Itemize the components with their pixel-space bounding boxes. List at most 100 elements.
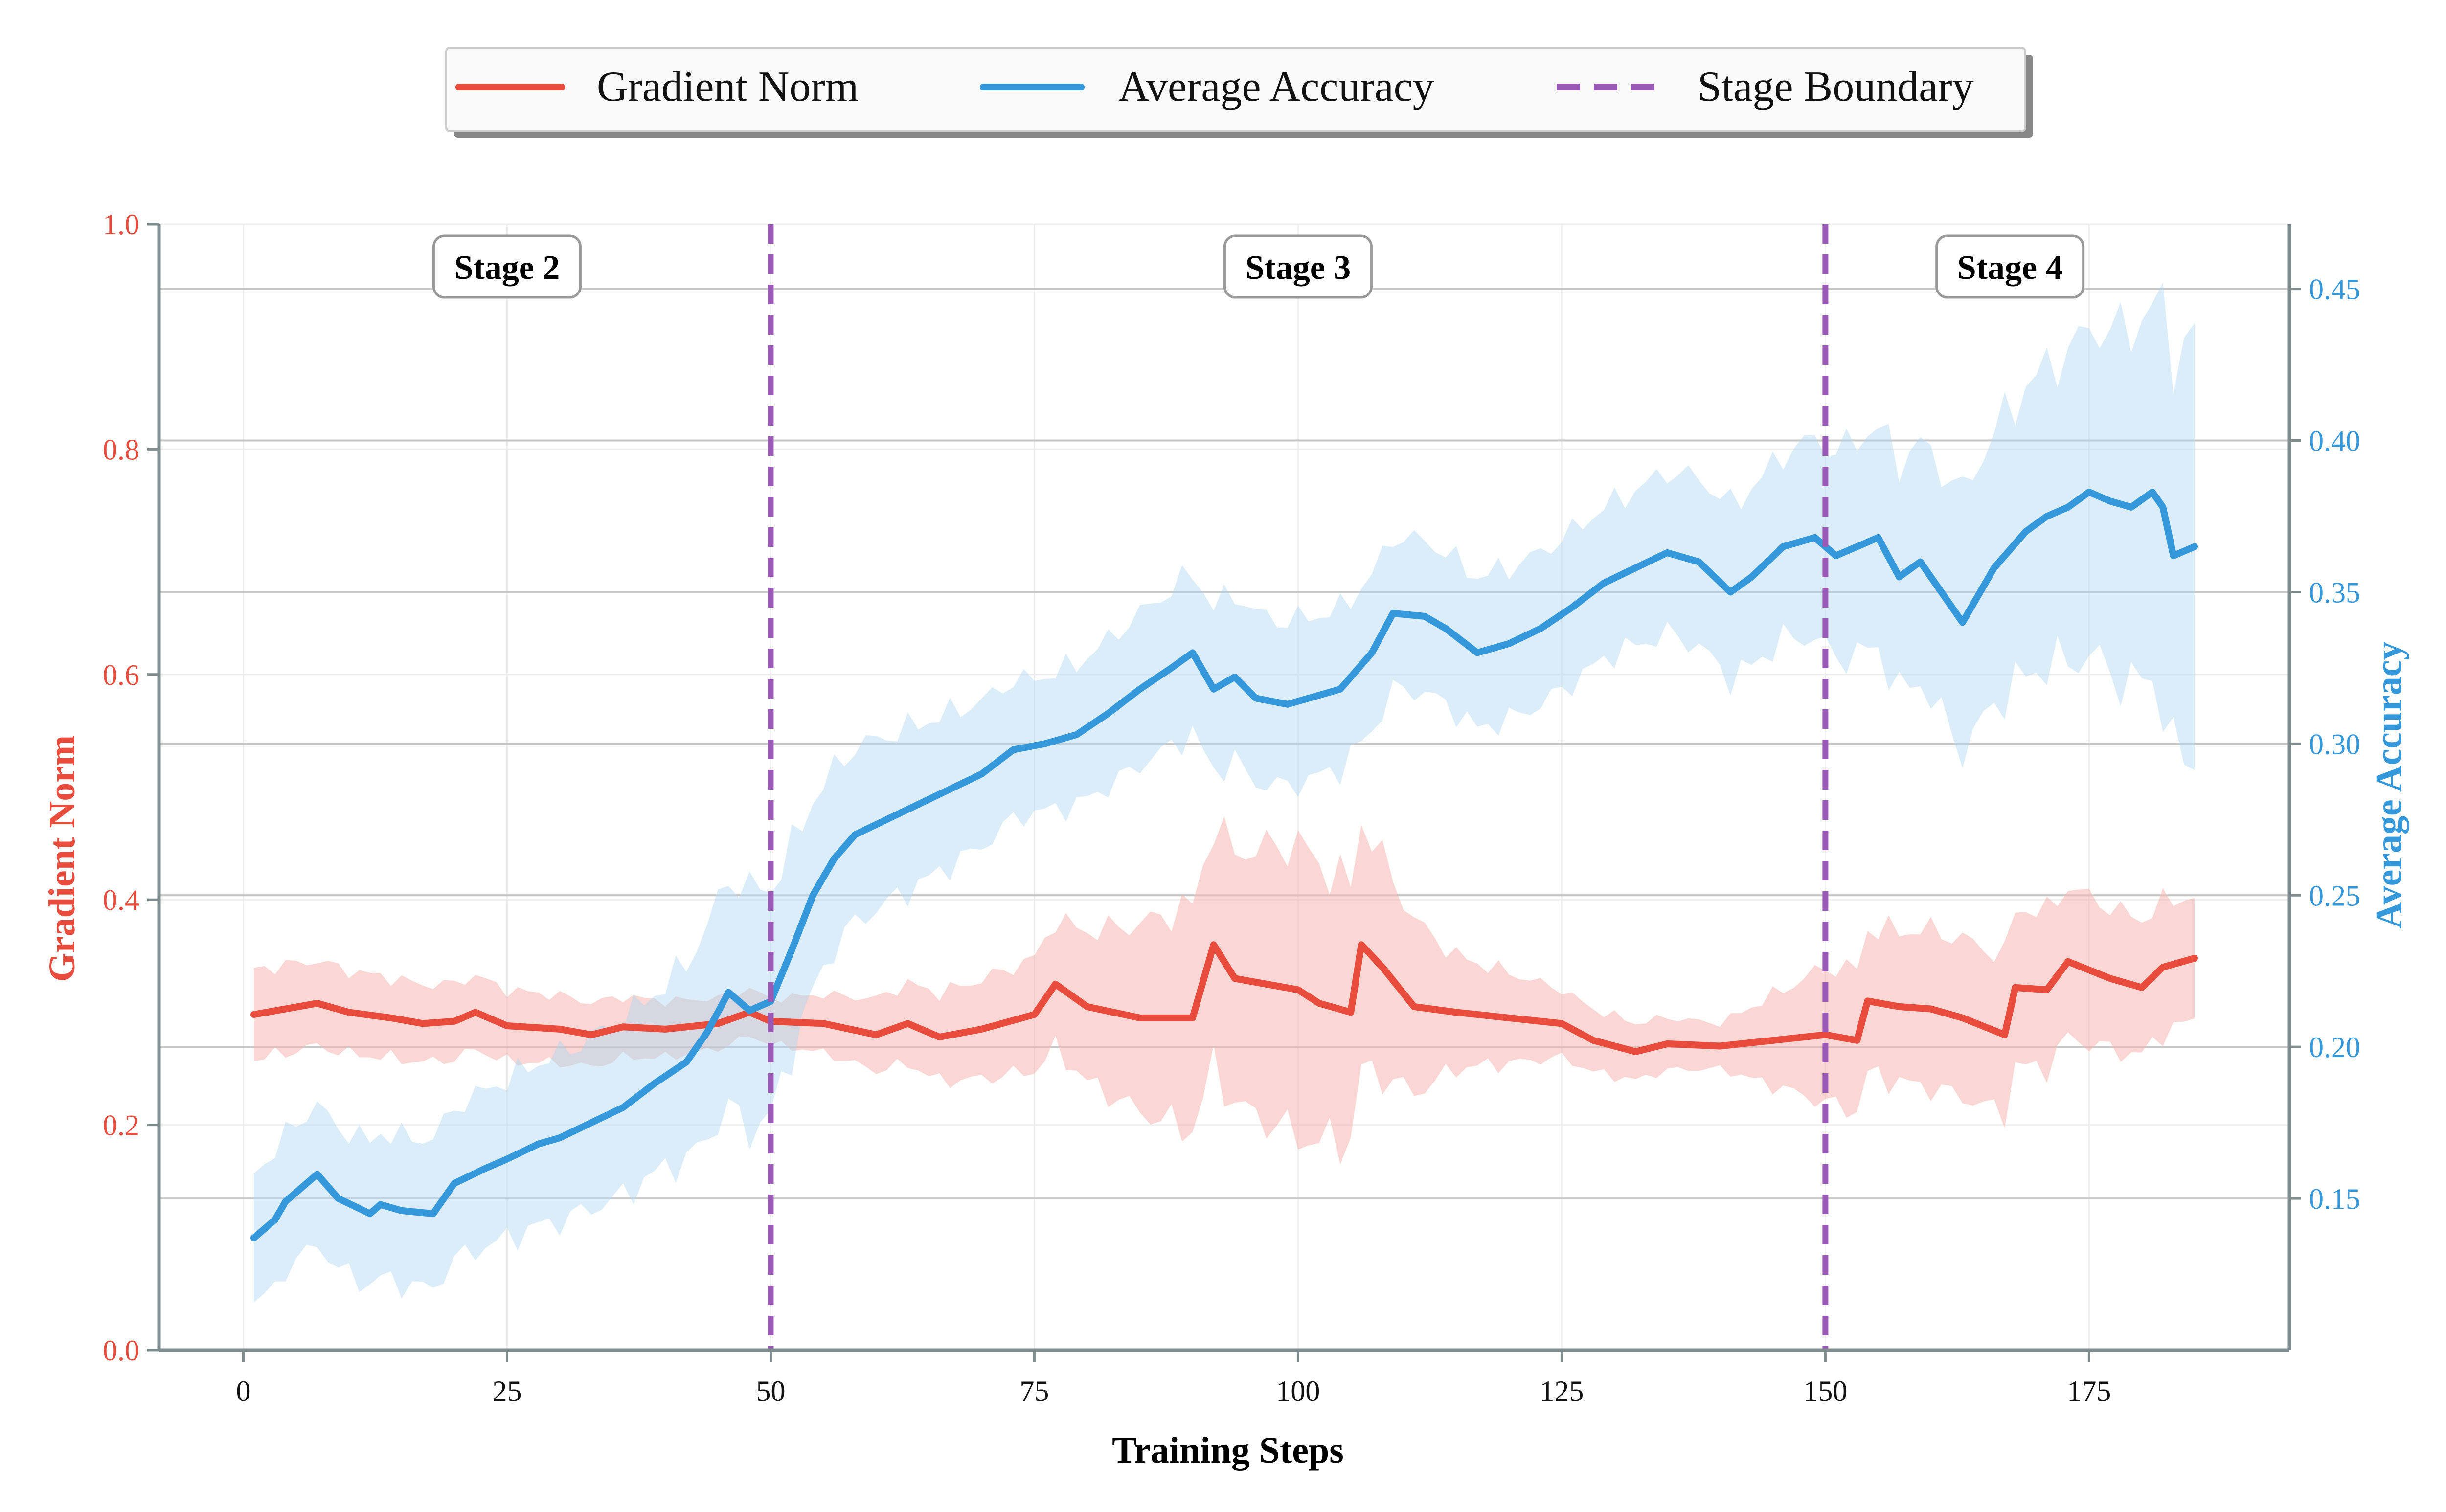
- data-point: [2130, 506, 2132, 508]
- data-point: [338, 1197, 340, 1199]
- data-point: [1561, 1022, 1563, 1024]
- data-point: [1898, 1006, 1900, 1008]
- data-point: [1824, 1034, 1826, 1036]
- data-point: [506, 1158, 508, 1160]
- data-point: [306, 1182, 308, 1184]
- data-point: [1919, 561, 1921, 563]
- legend-frame: [445, 47, 2026, 132]
- data-point: [2109, 977, 2111, 979]
- y-left-tick-label: 0.6: [103, 659, 139, 691]
- data-point: [2109, 500, 2111, 502]
- data-point: [2067, 961, 2069, 963]
- data-point: [285, 1008, 287, 1010]
- data-point: [822, 1022, 824, 1024]
- data-point: [1993, 567, 1995, 569]
- data-point: [253, 1237, 255, 1239]
- data-point: [748, 1010, 750, 1012]
- data-point: [506, 1025, 508, 1027]
- data-point: [1424, 615, 1426, 617]
- data-point: [1139, 688, 1141, 690]
- data-point: [907, 1022, 909, 1024]
- data-point: [917, 803, 919, 805]
- data-point: [453, 1182, 455, 1184]
- data-point: [1234, 676, 1236, 678]
- data-point: [2152, 491, 2153, 493]
- data-point: [2067, 506, 2069, 508]
- data-point: [559, 1137, 561, 1139]
- data-point: [875, 1034, 877, 1036]
- data-point: [1455, 1011, 1457, 1013]
- series-line-average-accuracy: [250, 488, 2198, 1241]
- data-point: [253, 1014, 255, 1016]
- data-point: [1044, 743, 1046, 745]
- data-point: [727, 992, 729, 993]
- data-point: [1962, 1017, 1964, 1019]
- data-point: [1213, 688, 1215, 690]
- data-point: [1371, 652, 1373, 654]
- data-point: [1508, 1017, 1510, 1019]
- x-tick-label: 25: [492, 1375, 521, 1407]
- stage-labels: Stage 2 Stage 3 Stage 4: [432, 234, 2085, 299]
- stage-label-box: [432, 234, 582, 299]
- x-axis-title: Training Steps: [1112, 1430, 1344, 1471]
- data-point: [1308, 697, 1310, 699]
- data-point: [1213, 944, 1215, 946]
- data-point: [981, 773, 983, 775]
- data-point: [685, 1061, 687, 1063]
- data-point: [1107, 712, 1109, 714]
- data-point: [654, 1083, 656, 1084]
- data-point: [422, 1022, 424, 1024]
- data-point: [369, 1213, 371, 1215]
- series-line-gradient-norm: [250, 941, 2198, 1055]
- stage-label-box: [1935, 234, 2085, 299]
- data-point: [401, 1210, 403, 1212]
- data-point: [2004, 1034, 2006, 1036]
- band-gradient-norm: [254, 816, 2195, 1165]
- data-point: [1033, 1014, 1035, 1016]
- y-left-tick-label: 0.2: [103, 1109, 139, 1142]
- data-point: [833, 858, 835, 860]
- y-left-tick-label: 0.8: [103, 433, 139, 466]
- data-point: [348, 1011, 350, 1013]
- data-point: [812, 894, 814, 896]
- stage-label-box: [1223, 234, 1373, 299]
- data-point: [1055, 983, 1057, 985]
- data-point: [1666, 1043, 1668, 1045]
- stage-label: Stage 2: [454, 249, 560, 287]
- data-point: [1898, 576, 1900, 578]
- data-point: [380, 1203, 382, 1205]
- stage-boundaries: [768, 224, 1829, 1350]
- data-point: [981, 1028, 983, 1030]
- y-left-tick-label: 1.0: [103, 208, 139, 241]
- data-point: [1234, 977, 1236, 979]
- x-tick-label: 75: [1019, 1375, 1049, 1407]
- data-point: [791, 949, 793, 951]
- x-tick-label: 175: [2067, 1375, 2111, 1407]
- data-point: [1476, 652, 1478, 654]
- x-tick-label: 50: [756, 1375, 785, 1407]
- data-point: [316, 1002, 318, 1004]
- data-point: [274, 1219, 276, 1220]
- data-point: [432, 1213, 434, 1215]
- data-point: [1592, 1039, 1594, 1041]
- stage-label: Stage 4: [1957, 249, 2063, 287]
- data-point: [1634, 567, 1636, 569]
- data-point: [1382, 966, 1383, 968]
- data-point: [1930, 1008, 1932, 1010]
- y-right-tick-label: 0.40: [2309, 425, 2360, 457]
- data-point: [1360, 944, 1362, 946]
- stage-label: Stage 3: [1246, 249, 1351, 287]
- y-left-tick-label: 0.4: [103, 884, 139, 916]
- data-point: [1266, 983, 1268, 985]
- x-tick-label: 0: [236, 1375, 250, 1407]
- data-point: [2088, 491, 2090, 493]
- data-point: [1571, 606, 1573, 608]
- x-tick-label: 100: [1276, 1375, 1320, 1407]
- data-point: [1782, 545, 1784, 547]
- data-point: [1835, 555, 1837, 557]
- y-axis-right-title: Average Accuracy: [2368, 641, 2409, 928]
- data-point: [1856, 1039, 1858, 1041]
- data-point: [949, 788, 951, 790]
- data-point: [1192, 1017, 1194, 1019]
